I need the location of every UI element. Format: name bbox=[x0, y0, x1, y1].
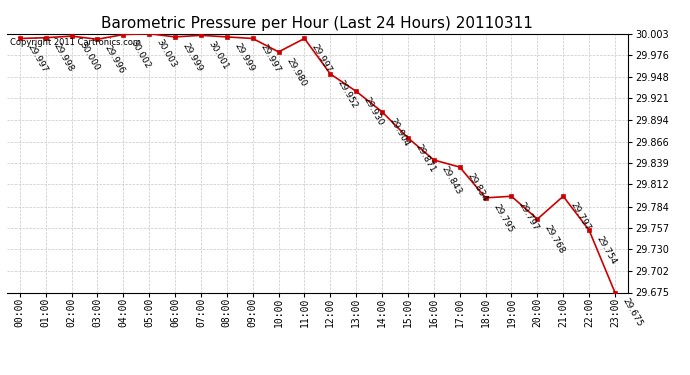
Text: 29.980: 29.980 bbox=[284, 56, 308, 88]
Text: 29.999: 29.999 bbox=[181, 41, 204, 73]
Text: 29.999: 29.999 bbox=[233, 41, 256, 73]
Text: 30.000: 30.000 bbox=[77, 40, 101, 72]
Text: 29.930: 29.930 bbox=[362, 96, 385, 127]
Text: 29.834: 29.834 bbox=[465, 171, 489, 203]
Text: 29.797: 29.797 bbox=[569, 200, 592, 232]
Text: 29.795: 29.795 bbox=[491, 202, 515, 234]
Text: 29.797: 29.797 bbox=[517, 200, 540, 232]
Text: 29.997: 29.997 bbox=[310, 43, 333, 74]
Text: 29.996: 29.996 bbox=[103, 44, 126, 75]
Text: 29.998: 29.998 bbox=[51, 42, 75, 74]
Text: 30.002: 30.002 bbox=[129, 39, 152, 70]
Text: 29.675: 29.675 bbox=[620, 297, 644, 328]
Text: 29.997: 29.997 bbox=[258, 43, 282, 74]
Text: 30.001: 30.001 bbox=[206, 39, 230, 71]
Text: 29.997: 29.997 bbox=[26, 43, 49, 74]
Text: 29.904: 29.904 bbox=[388, 116, 411, 148]
Text: 30.003: 30.003 bbox=[155, 38, 179, 70]
Text: 29.843: 29.843 bbox=[440, 164, 463, 196]
Text: 29.871: 29.871 bbox=[413, 142, 437, 174]
Title: Barometric Pressure per Hour (Last 24 Hours) 20110311: Barometric Pressure per Hour (Last 24 Ho… bbox=[101, 16, 533, 31]
Text: 29.952: 29.952 bbox=[336, 78, 359, 110]
Text: 29.768: 29.768 bbox=[543, 223, 566, 255]
Text: Copyright 2011 Cartronics.com: Copyright 2011 Cartronics.com bbox=[10, 38, 141, 46]
Text: 29.754: 29.754 bbox=[595, 234, 618, 266]
